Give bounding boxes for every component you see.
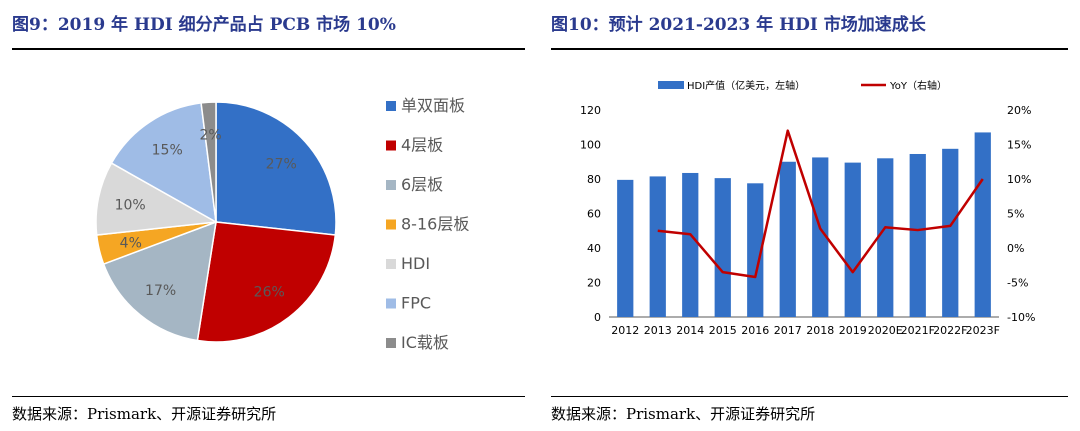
left-y-tick-label: 100 — [580, 139, 601, 152]
right-y-tick-label: 10% — [1007, 173, 1031, 186]
x-tick-label: 2020E — [868, 324, 903, 337]
legend-swatch — [386, 298, 396, 309]
legend-bar-swatch — [658, 81, 684, 89]
pie-data-label: 15% — [152, 142, 183, 158]
bar-2019 — [844, 162, 861, 317]
left-y-tick-label: 80 — [587, 173, 601, 186]
left-y-tick-label: 40 — [587, 242, 601, 255]
legend-label: FPC — [401, 294, 431, 313]
pie-data-label: 10% — [115, 197, 146, 213]
legend-swatch — [386, 140, 396, 151]
combo-chart: HDI产值（亿美元，左轴） YoY（右轴） 0 20 40 60 80 100 120 -10%… — [580, 79, 1035, 337]
legend-bar-label: HDI产值（亿美元，左轴） — [687, 79, 805, 92]
pie-slice-3 — [102, 220, 217, 342]
legend-line-label: YoY（右轴） — [889, 79, 947, 92]
pie-data-label: 27% — [266, 157, 297, 173]
x-tick-label: 2019 — [839, 324, 867, 337]
bar-2021F — [909, 153, 926, 317]
left-top-rule — [12, 48, 525, 50]
bar-2023F — [974, 132, 991, 317]
right-y-tick-label: -5% — [1007, 277, 1028, 290]
left-y-tick-label: 0 — [594, 311, 601, 324]
legend-swatch — [386, 180, 396, 190]
legend-label: IC载板 — [401, 333, 449, 352]
right-y-tick-label: 0% — [1007, 242, 1024, 255]
left-source: 数据来源：Prismark、开源证券研究所 — [12, 405, 277, 423]
right-y-tick-label: -10% — [1007, 311, 1035, 324]
yoy-line — [657, 129, 984, 279]
bar-2012 — [617, 179, 634, 317]
pie-chart: 27% 26% 17% 4% 10% 15% 2% 单双面板 4层板 6层板 8-16层板 HDI F… — [95, 96, 469, 352]
pie-slice-1 — [215, 101, 337, 236]
left-panel-title: 图9：2019 年 HDI 细分产品占 PCB 市场 10% — [12, 15, 396, 35]
right-top-rule — [551, 48, 1068, 50]
bar-2017 — [779, 161, 796, 317]
pie-slice-6 — [110, 102, 217, 224]
right-y-tick-label: 5% — [1007, 208, 1024, 221]
legend-swatch — [386, 259, 396, 269]
legend-label: 6层板 — [401, 175, 443, 194]
left-y-tick-label: 60 — [587, 208, 601, 221]
right-y-tick-label: 20% — [1007, 104, 1031, 117]
legend-swatch — [386, 338, 396, 348]
pie-data-label: 26% — [254, 285, 285, 301]
pie-slice-7 — [200, 101, 217, 223]
legend-swatch — [386, 101, 396, 111]
bar-2022F — [942, 148, 959, 317]
pie-data-label: 17% — [145, 283, 176, 299]
bar-2015 — [714, 178, 731, 317]
x-tick-label: 2013 — [644, 324, 672, 337]
pie-slice-5 — [95, 162, 219, 236]
x-tick-label: 2021F — [901, 324, 935, 337]
x-tick-label: 2022F — [933, 324, 967, 337]
x-tick-label: 2023F — [966, 324, 1000, 337]
legend-label: HDI — [401, 254, 430, 273]
bar-2013 — [649, 176, 666, 317]
right-source: 数据来源：Prismark、开源证券研究所 — [551, 405, 816, 423]
bar-2018 — [812, 157, 829, 317]
right-panel-title: 图10：预计 2021-2023 年 HDI 市场加速成长 — [551, 15, 926, 35]
pie-data-label: 2% — [199, 128, 221, 144]
pie-data-label: 4% — [120, 235, 142, 251]
legend-label: 单双面板 — [401, 96, 465, 115]
left-y-tick-label: 120 — [580, 104, 601, 117]
x-tick-label: 2016 — [741, 324, 769, 337]
x-tick-label: 2014 — [676, 324, 704, 337]
pie-slice-2 — [196, 221, 337, 343]
bar-2016 — [747, 183, 764, 317]
x-tick-label: 2017 — [774, 324, 802, 337]
left-y-tick-label: 20 — [587, 277, 601, 290]
bar-2020E — [877, 158, 894, 317]
x-tick-label: 2015 — [709, 324, 737, 337]
legend-swatch — [386, 219, 396, 230]
bar-2014 — [682, 172, 699, 317]
legend-label: 8-16层板 — [401, 215, 469, 234]
left-bottom-rule — [12, 396, 525, 397]
right-y-tick-label: 15% — [1007, 139, 1031, 152]
x-tick-label: 2012 — [611, 324, 639, 337]
x-tick-label: 2018 — [806, 324, 834, 337]
right-bottom-rule — [551, 396, 1068, 397]
legend-label: 4层板 — [401, 136, 443, 155]
